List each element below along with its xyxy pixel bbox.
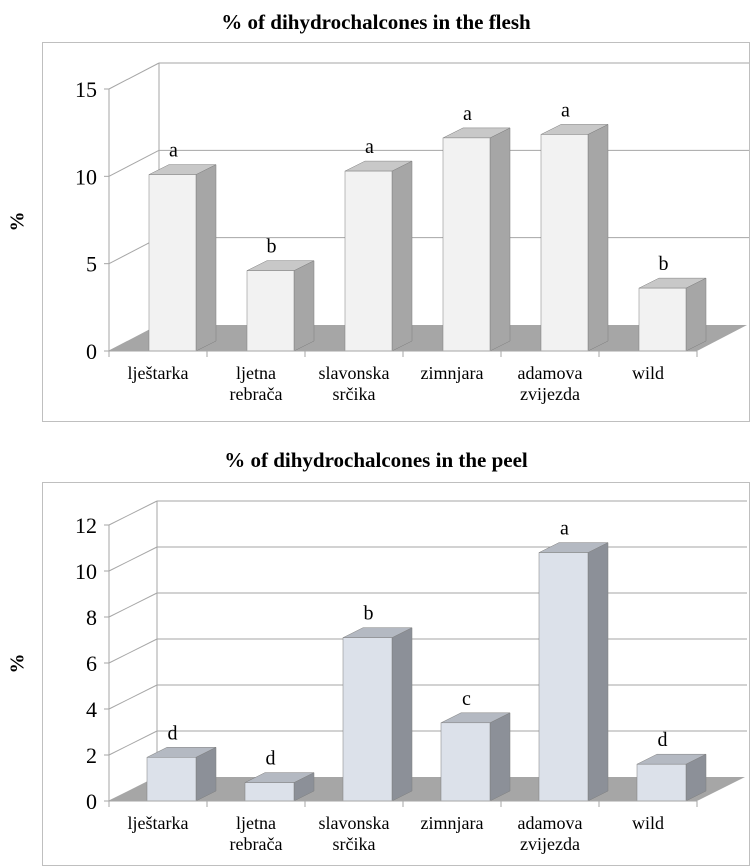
peel-bar	[245, 783, 294, 801]
peel-x-tick-label: srčika	[333, 834, 376, 854]
peel-side-gridline	[109, 685, 157, 709]
peel-bar	[637, 764, 686, 801]
peel-y-tick-label: 12	[75, 513, 97, 538]
peel-bar-annotation: b	[364, 603, 374, 625]
peel-y-tick-label: 8	[86, 605, 97, 630]
peel-bar	[441, 723, 490, 801]
peel-x-tick-label: adamova	[518, 813, 583, 833]
peel-bar-annotation: d	[266, 748, 276, 770]
peel-x-tick-label: zvijezda	[520, 834, 580, 854]
peel-side-gridline	[109, 731, 157, 755]
peel-x-tick-label: lještarka	[128, 813, 189, 833]
peel-bar	[343, 638, 392, 801]
peel-side-gridline	[109, 593, 157, 617]
peel-y-tick-label: 10	[75, 559, 97, 584]
peel-bar-annotation: a	[560, 518, 569, 540]
peel-bar-side	[588, 543, 608, 801]
peel-x-tick-label: zimnjara	[421, 813, 484, 833]
peel-x-tick-label: wild	[632, 813, 664, 833]
peel-bar-side	[490, 713, 510, 801]
peel-y-tick-label: 6	[86, 651, 97, 676]
peel-x-tick-label: ljetna	[236, 813, 276, 833]
peel-y-tick-label: 0	[86, 789, 97, 814]
peel-x-tick-label: rebrača	[230, 834, 283, 854]
peel-bar	[539, 553, 588, 801]
peel-side-gridline	[109, 501, 157, 525]
peel-y-tick-label: 4	[86, 697, 97, 722]
peel-y-tick-label: 2	[86, 743, 97, 768]
peel-bar-side	[392, 628, 412, 801]
peel-bar-annotation: d	[658, 729, 668, 751]
peel-x-tick-label: slavonska	[319, 813, 390, 833]
peel-side-gridline	[109, 639, 157, 663]
peel-bar-annotation: d	[168, 722, 178, 744]
peel-bar	[147, 757, 196, 801]
peel-bar-annotation: c	[462, 688, 471, 710]
peel-side-gridline	[109, 547, 157, 571]
